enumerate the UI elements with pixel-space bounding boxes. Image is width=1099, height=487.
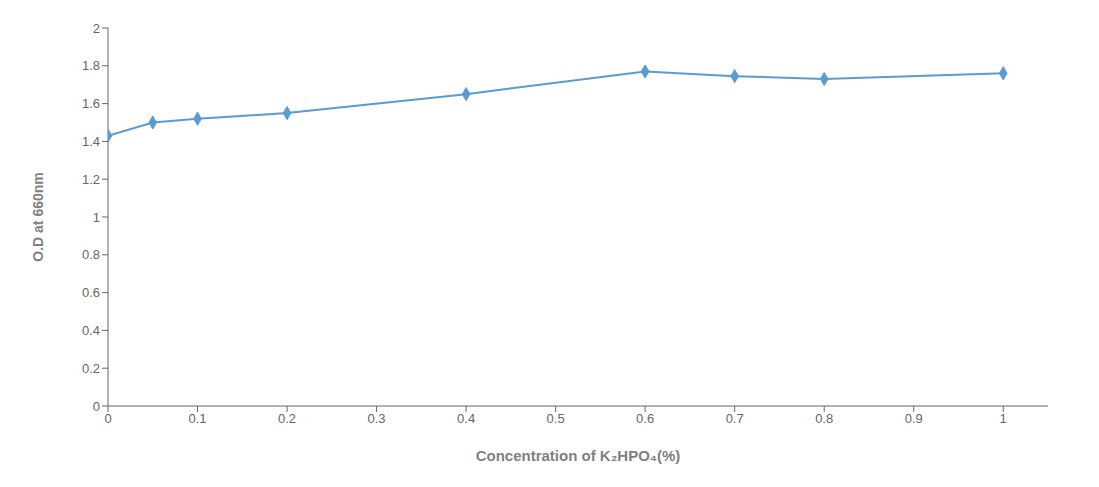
svg-text:1.8: 1.8: [82, 58, 100, 73]
svg-text:0.4: 0.4: [457, 411, 475, 426]
svg-text:1: 1: [1000, 411, 1007, 426]
svg-text:0.1: 0.1: [188, 411, 206, 426]
svg-text:0.8: 0.8: [82, 247, 100, 262]
svg-text:2: 2: [93, 21, 100, 36]
svg-text:0: 0: [104, 411, 111, 426]
svg-text:0.6: 0.6: [82, 285, 100, 300]
svg-text:0.7: 0.7: [726, 411, 744, 426]
svg-text:0.6: 0.6: [636, 411, 654, 426]
svg-text:0.2: 0.2: [82, 361, 100, 376]
svg-text:Concentration of K₂HPO₄(%): Concentration of K₂HPO₄(%): [476, 447, 681, 464]
svg-text:0.9: 0.9: [905, 411, 923, 426]
svg-text:0.3: 0.3: [368, 411, 386, 426]
svg-text:1: 1: [93, 210, 100, 225]
svg-text:1.6: 1.6: [82, 96, 100, 111]
svg-text:0.2: 0.2: [278, 411, 296, 426]
svg-text:0.4: 0.4: [82, 323, 100, 338]
svg-text:0.5: 0.5: [547, 411, 565, 426]
svg-text:O.D at 660nm: O.D at 660nm: [30, 172, 46, 261]
svg-text:0: 0: [93, 399, 100, 414]
svg-text:1.4: 1.4: [82, 134, 100, 149]
svg-text:0.8: 0.8: [815, 411, 833, 426]
svg-text:1.2: 1.2: [82, 172, 100, 187]
